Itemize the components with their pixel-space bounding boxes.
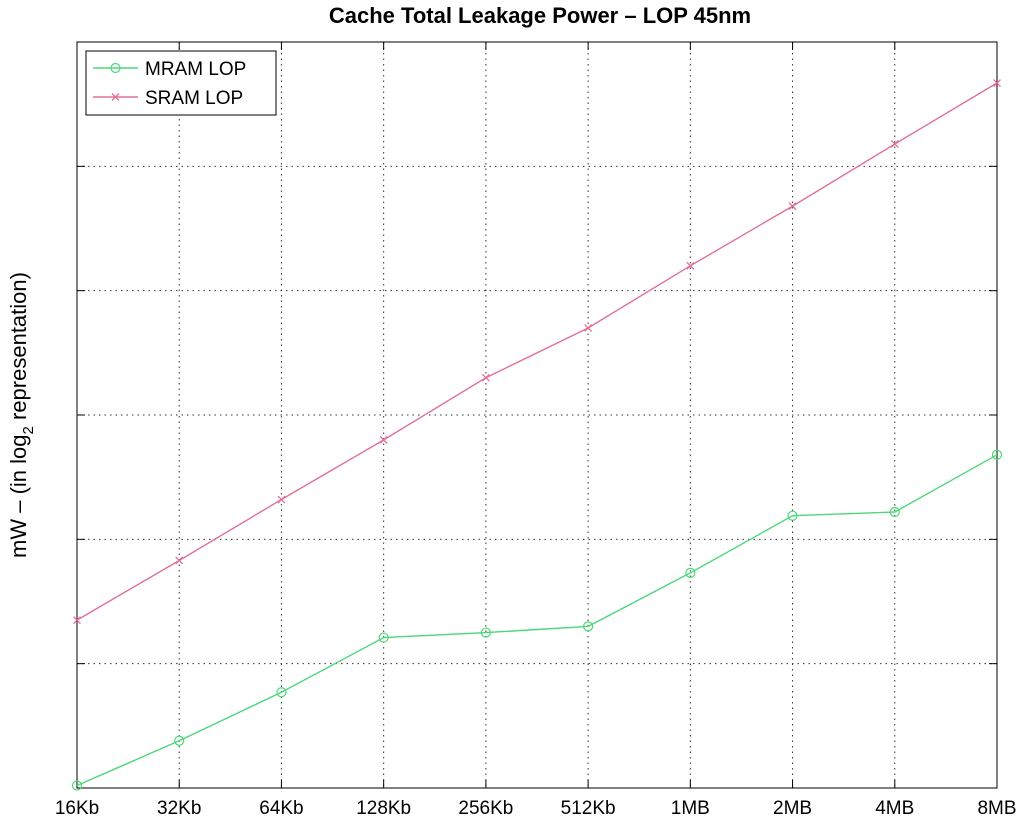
data-point-mram-lop [685, 567, 696, 579]
data-point-mram-lop [583, 621, 594, 632]
x-marker-stroke [686, 261, 695, 270]
data-point-mram-lop [889, 506, 900, 518]
data-point-mram-lop [991, 449, 1003, 460]
x-tick-label: 32Kb [157, 798, 201, 819]
data-point-sram-lop [890, 139, 899, 148]
data-point-sram-lop [788, 202, 797, 211]
legend: MRAM LOP SRAM LOP [85, 50, 277, 116]
x-tick-label: 128Kb [356, 798, 411, 819]
x-tick-label: 8MB [977, 798, 1016, 819]
x-marker-stroke [175, 556, 184, 565]
x-marker-stroke [481, 373, 490, 382]
data-point-mram-lop [276, 687, 287, 698]
series-sram-lop [73, 79, 1001, 625]
x-marker-stroke [111, 93, 120, 101]
data-point-mram-lop [174, 735, 185, 746]
grid-lines [77, 42, 997, 788]
x-tick-label: 2MB [773, 798, 812, 819]
data-point-sram-lop [481, 373, 490, 382]
y-axis-label: mW – (in log2 representation) [6, 272, 37, 558]
x-marker-stroke [584, 324, 593, 332]
legend-box [85, 50, 277, 116]
x-marker-stroke [788, 202, 797, 211]
axis-ticks [76, 42, 998, 788]
x-marker-stroke [73, 616, 81, 625]
data-point-mram-lop [480, 627, 491, 638]
data-point-mram-lop [71, 780, 83, 791]
y-axis-label-main: mW – (in log [6, 434, 31, 557]
data-point-sram-lop [686, 261, 695, 270]
legend-marker-mram-lop [110, 62, 121, 74]
data-point-mram-lop [378, 632, 389, 643]
x-tick-label: 512Kb [561, 798, 616, 819]
data-point-sram-lop [379, 435, 388, 444]
series-layer [71, 79, 1003, 791]
x-tick-label: 256Kb [458, 798, 513, 819]
data-point-sram-lop [175, 556, 184, 565]
x-marker-stroke [890, 139, 899, 148]
x-tick-label: 4MB [875, 798, 914, 819]
x-tick-label: 1MB [671, 798, 710, 819]
data-point-mram-lop [787, 510, 798, 521]
x-marker-stroke [379, 435, 388, 444]
data-point-sram-lop [277, 495, 286, 504]
series-mram-lop [71, 449, 1003, 791]
x-tick-label: 64Kb [259, 798, 303, 819]
legend-label-mram-lop: MRAM LOP [145, 59, 246, 80]
x-marker-stroke [993, 79, 1001, 87]
y-axis-label-subscript: 2 [20, 426, 37, 434]
series-line-mram-lop [76, 454, 998, 787]
legend-label-sram-lop: SRAM LOP [145, 88, 243, 109]
legend-marker-sram-lop [111, 93, 120, 101]
data-point-sram-lop [73, 616, 81, 625]
x-tick-label: 16Kb [55, 798, 99, 819]
data-point-sram-lop [993, 79, 1001, 87]
data-point-sram-lop [584, 324, 593, 332]
y-axis-label-suffix: representation) [6, 272, 31, 426]
series-line-sram-lop [76, 82, 998, 621]
x-tick-labels: 16Kb 32Kb 64Kb 128Kb 256Kb 512Kb 1MB 2MB 4MB 8MB [55, 798, 1017, 819]
x-marker-stroke [277, 495, 286, 504]
chart-title: Cache Total Leakage Power – LOP 45nm [329, 3, 751, 28]
